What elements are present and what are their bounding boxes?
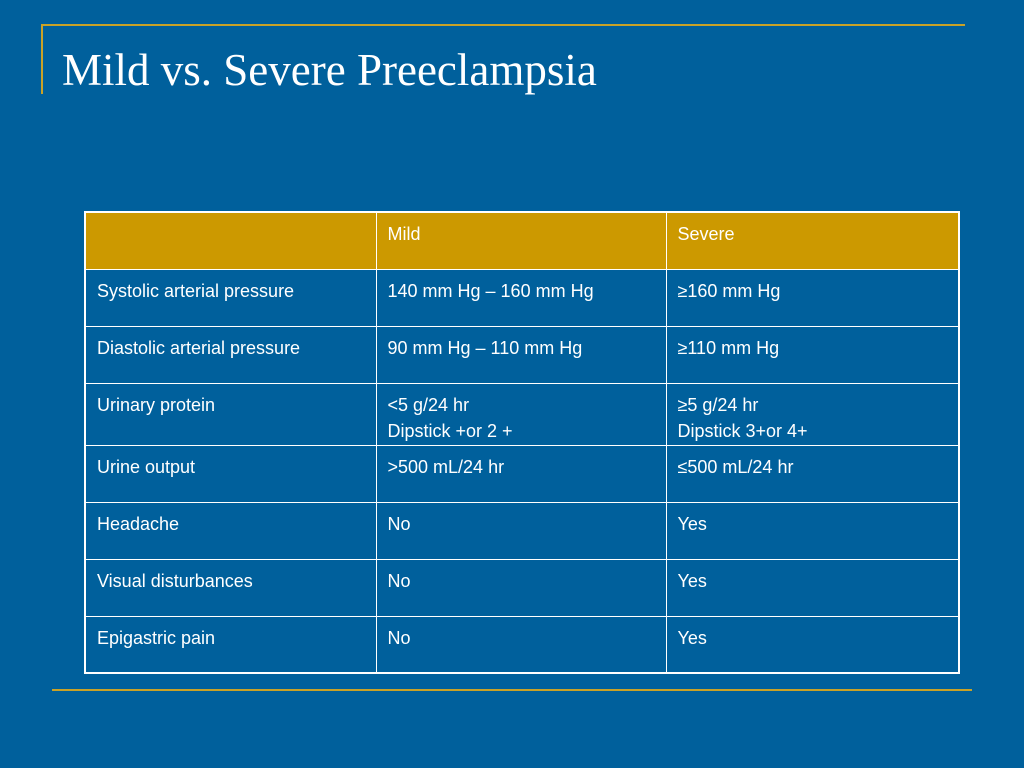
- severe-value: ≥160 mm Hg: [677, 280, 781, 301]
- severe-cell: ≥5 g/24 hr Dipstick 3+or 4+: [665, 382, 960, 446]
- mild-value: 90 mm Hg – 110 mm Hg: [387, 337, 583, 358]
- mild-value: >500 mL/24 hr: [387, 456, 505, 477]
- criterion-cell: Systolic arterial pressure: [84, 268, 377, 327]
- criterion-cell: Diastolic arterial pressure: [84, 325, 377, 384]
- severe-value: ≤500 mL/24 hr: [677, 456, 794, 477]
- table-row: Urinary protein <5 g/24 hr Dipstick +or …: [84, 382, 960, 446]
- table-header-row: Mild Severe: [84, 211, 960, 270]
- criterion-cell: Visual disturbances: [84, 558, 377, 617]
- mild-value: <5 g/24 hr: [387, 394, 470, 415]
- severe-cell: Yes: [665, 501, 960, 560]
- criterion-cell: Headache: [84, 501, 377, 560]
- mild-cell: 140 mm Hg – 160 mm Hg: [375, 268, 667, 327]
- header-cell-criterion: [84, 211, 377, 270]
- severe-cell: Yes: [665, 558, 960, 617]
- severe-cell: ≤500 mL/24 hr: [665, 444, 960, 503]
- mild-value: No: [387, 627, 411, 648]
- mild-cell: >500 mL/24 hr: [375, 444, 667, 503]
- mild-value: Dipstick +or 2 +: [387, 420, 513, 441]
- mild-cell: No: [375, 501, 667, 560]
- table-row: Visual disturbances No Yes: [84, 558, 960, 617]
- mild-cell: 90 mm Hg – 110 mm Hg: [375, 325, 667, 384]
- mild-cell: <5 g/24 hr Dipstick +or 2 +: [375, 382, 667, 446]
- comparison-table: Mild Severe Systolic arterial pressure 1…: [84, 211, 960, 674]
- mild-cell: No: [375, 615, 667, 674]
- mild-value: No: [387, 570, 411, 591]
- header-cell-mild: Mild: [375, 211, 667, 270]
- criterion-cell: Epigastric pain: [84, 615, 377, 674]
- slide-title: Mild vs. Severe Preeclampsia: [62, 45, 597, 95]
- mild-value: No: [387, 513, 411, 534]
- header-cell-severe: Severe: [665, 211, 960, 270]
- severe-value: Yes: [677, 513, 707, 534]
- mild-cell: No: [375, 558, 667, 617]
- criterion-cell: Urinary protein: [84, 382, 377, 446]
- severe-value: Yes: [677, 627, 707, 648]
- accent-line-bottom: [52, 689, 972, 691]
- table-row: Diastolic arterial pressure 90 mm Hg – 1…: [84, 325, 960, 384]
- severe-value: ≥110 mm Hg: [677, 337, 780, 358]
- severe-value: Dipstick 3+or 4+: [677, 420, 808, 441]
- severe-cell: ≥160 mm Hg: [665, 268, 960, 327]
- severe-cell: ≥110 mm Hg: [665, 325, 960, 384]
- severe-value: ≥5 g/24 hr: [677, 394, 759, 415]
- severe-cell: Yes: [665, 615, 960, 674]
- accent-line-top: [41, 24, 965, 26]
- table-row: Urine output >500 mL/24 hr ≤500 mL/24 hr: [84, 444, 960, 503]
- table-row: Headache No Yes: [84, 501, 960, 560]
- table-row: Systolic arterial pressure 140 mm Hg – 1…: [84, 268, 960, 327]
- mild-value: 140 mm Hg – 160 mm Hg: [387, 280, 594, 301]
- table-row: Epigastric pain No Yes: [84, 615, 960, 674]
- criterion-cell: Urine output: [84, 444, 377, 503]
- severe-value: Yes: [677, 570, 707, 591]
- accent-line-left: [41, 24, 43, 94]
